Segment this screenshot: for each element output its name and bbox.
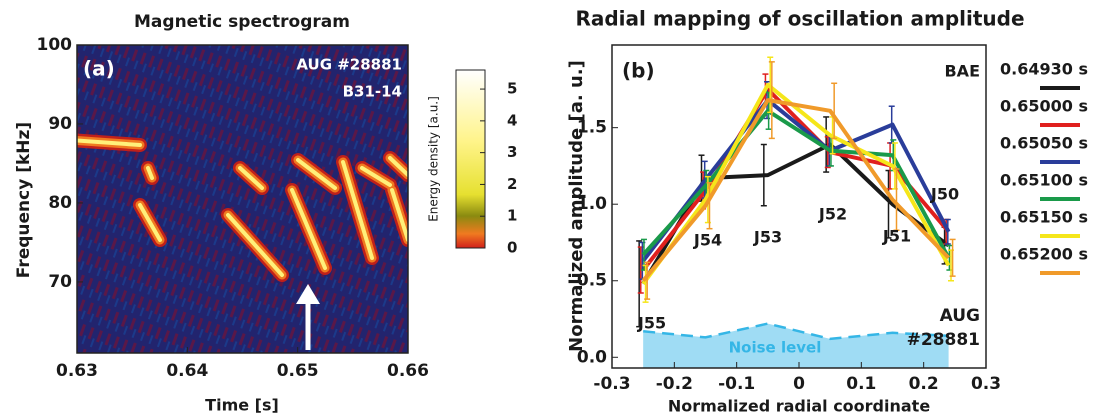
x-tick-label: -0.1 (718, 374, 755, 394)
x-tick-label: 0 (793, 374, 805, 394)
x-tick-label: 0.3 (971, 374, 1001, 394)
colorbar-tick-label: 1 (507, 207, 517, 225)
series-line (641, 98, 951, 263)
ridge (360, 166, 392, 187)
annotation: BAE (944, 62, 980, 81)
arrow-head (296, 284, 320, 304)
colorbar-tick-label: 0 (507, 239, 517, 257)
ridge (390, 188, 408, 242)
ridge (146, 166, 154, 180)
y-tick-label: 1.0 (577, 194, 607, 214)
y-tick-label: 1.5 (577, 118, 607, 138)
ridge (296, 158, 337, 190)
series-line (641, 87, 951, 272)
noise-label: Noise level (729, 339, 822, 357)
ridge (388, 156, 408, 177)
annotation: J51 (882, 227, 911, 246)
y-axis-label: Normalized amplitude [a. u.] (566, 60, 587, 352)
x-tick-label: 0.63 (56, 361, 98, 381)
annotation: AUG (940, 306, 980, 326)
ridge (290, 188, 327, 270)
left-panel: 0.63 0.64 0.65 0.66 70 80 90 100 Magnetic spectr… (14, 12, 517, 415)
ridge (77, 138, 142, 147)
colorbar-tick-label: 5 (507, 80, 517, 98)
y-tick-label: 100 (37, 35, 73, 55)
y-tick-label: 90 (48, 114, 72, 134)
ridge (138, 203, 162, 242)
y-axis-label: Frequency [kHz] (14, 122, 34, 278)
spectral-features (77, 133, 408, 282)
annotation: J52 (818, 205, 847, 224)
annotation: J54 (693, 231, 722, 250)
y-tick-label: 80 (48, 193, 72, 213)
x-tick-label: -0.2 (656, 374, 693, 394)
series-line (641, 82, 951, 285)
legend-label: 0.65100 s (1000, 171, 1088, 190)
annotation: J50 (930, 185, 959, 204)
ridge (226, 213, 284, 277)
noise-line (643, 322, 949, 341)
colorbar-tick-label: 2 (507, 175, 517, 193)
annotation: (b) (622, 59, 655, 83)
x-axis-label: Time [s] (205, 396, 279, 415)
legend-label: 0.65050 s (1000, 134, 1088, 153)
colorbar-tick-label: 3 (507, 143, 517, 161)
annotation: (a) (83, 57, 115, 81)
y-tick-label: 0.5 (577, 271, 607, 291)
y-tick-label: 70 (48, 272, 72, 292)
legend-label: 0.65150 s (1000, 208, 1088, 227)
y-tick-label: 0.0 (577, 347, 607, 367)
ridge (238, 166, 264, 190)
legend-label: 0.65000 s (1000, 97, 1088, 116)
annotation: J55 (637, 314, 666, 333)
x-tick-label: 0.66 (387, 361, 429, 381)
colorbar-label: Energy density [a.u.] (427, 96, 441, 222)
x-tick-label: 0.64 (166, 361, 208, 381)
x-axis-label: Normalized radial coordinate (668, 397, 931, 416)
legend-label: 0.65200 s (1000, 245, 1088, 264)
chart-title: Radial mapping of oscillation amplitude (575, 7, 1024, 31)
series-line (641, 98, 951, 283)
x-tick-label: 0.2 (909, 374, 939, 394)
annotation: B31-14 (343, 83, 402, 101)
series-line (641, 108, 951, 259)
annotation: #28881 (907, 330, 980, 350)
plot-frame (611, 44, 987, 369)
annotation: J53 (753, 228, 782, 247)
colorbar (455, 69, 486, 249)
ridge (341, 160, 374, 260)
x-tick-label: 0.65 (277, 361, 319, 381)
colorbar-tick-label: 4 (507, 111, 517, 129)
x-tick-label: 0.1 (846, 374, 876, 394)
legend-label: 0.64930 s (1000, 60, 1088, 79)
plot-frame (76, 44, 409, 354)
right-panel: Noise level 0.64930 s 0.65000 s 0.65050 s 0.… (566, 7, 1088, 416)
annotation: AUG #28881 (296, 56, 402, 74)
chart-title: Magnetic spectrogram (134, 12, 350, 32)
x-tick-label: -0.3 (593, 374, 630, 394)
